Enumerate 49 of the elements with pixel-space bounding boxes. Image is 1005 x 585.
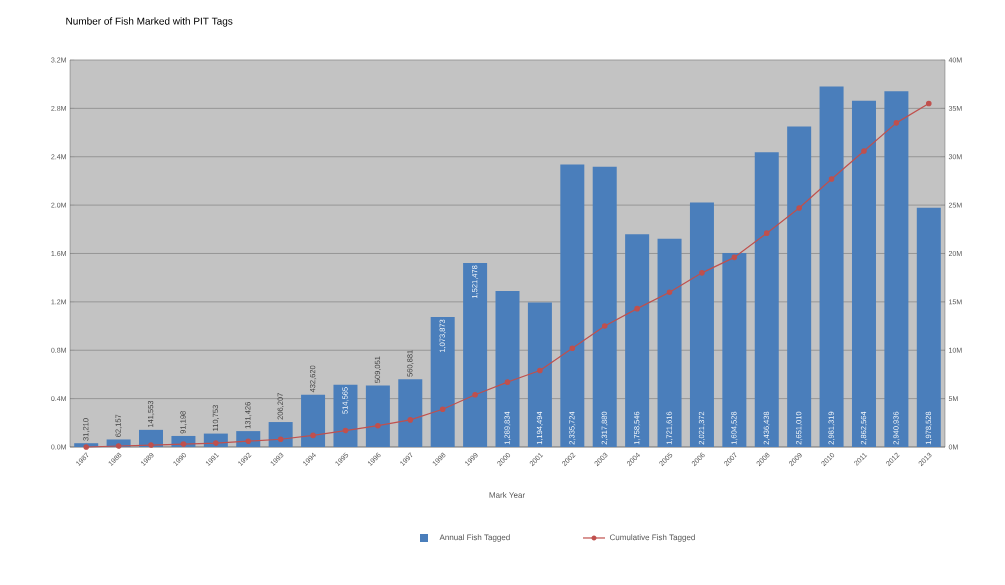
bar [754, 152, 779, 447]
bar [268, 422, 293, 447]
point [731, 254, 738, 261]
point [472, 391, 478, 398]
point [926, 100, 932, 107]
point [828, 176, 835, 182]
point [601, 323, 608, 329]
point [407, 417, 414, 423]
bar [430, 317, 455, 447]
bar [592, 166, 617, 447]
legend-label: Annual Fish Tagged [439, 534, 510, 542]
bar [495, 291, 520, 447]
bar [689, 202, 714, 447]
bar [884, 91, 909, 447]
bar [851, 100, 876, 447]
point [666, 289, 673, 295]
bar [625, 234, 650, 447]
point [504, 379, 511, 385]
bar [463, 262, 488, 447]
point [699, 270, 705, 276]
bar [657, 238, 682, 447]
point [537, 367, 543, 374]
point [310, 432, 316, 439]
point [148, 442, 154, 448]
point [277, 436, 284, 443]
point [83, 444, 90, 450]
bar [819, 86, 844, 447]
point [569, 345, 576, 352]
point [763, 230, 770, 236]
bar [527, 302, 552, 447]
legend-label: Cumulative Fish Tagged [609, 534, 695, 542]
point [342, 427, 349, 434]
bar [560, 164, 585, 447]
point [796, 205, 802, 211]
point [213, 440, 219, 446]
point [375, 422, 381, 429]
x-axis-title: Mark Year [489, 492, 525, 498]
bar [722, 252, 747, 447]
point [893, 120, 900, 126]
point [861, 148, 867, 154]
point [634, 305, 640, 312]
bar [333, 384, 358, 447]
bar [365, 385, 390, 447]
chart-title: Number of Fish Marked with PIT Tags [66, 17, 233, 27]
bar [787, 126, 812, 447]
bar [301, 394, 326, 447]
point [439, 406, 446, 413]
bar [916, 207, 941, 447]
bar [398, 379, 423, 447]
